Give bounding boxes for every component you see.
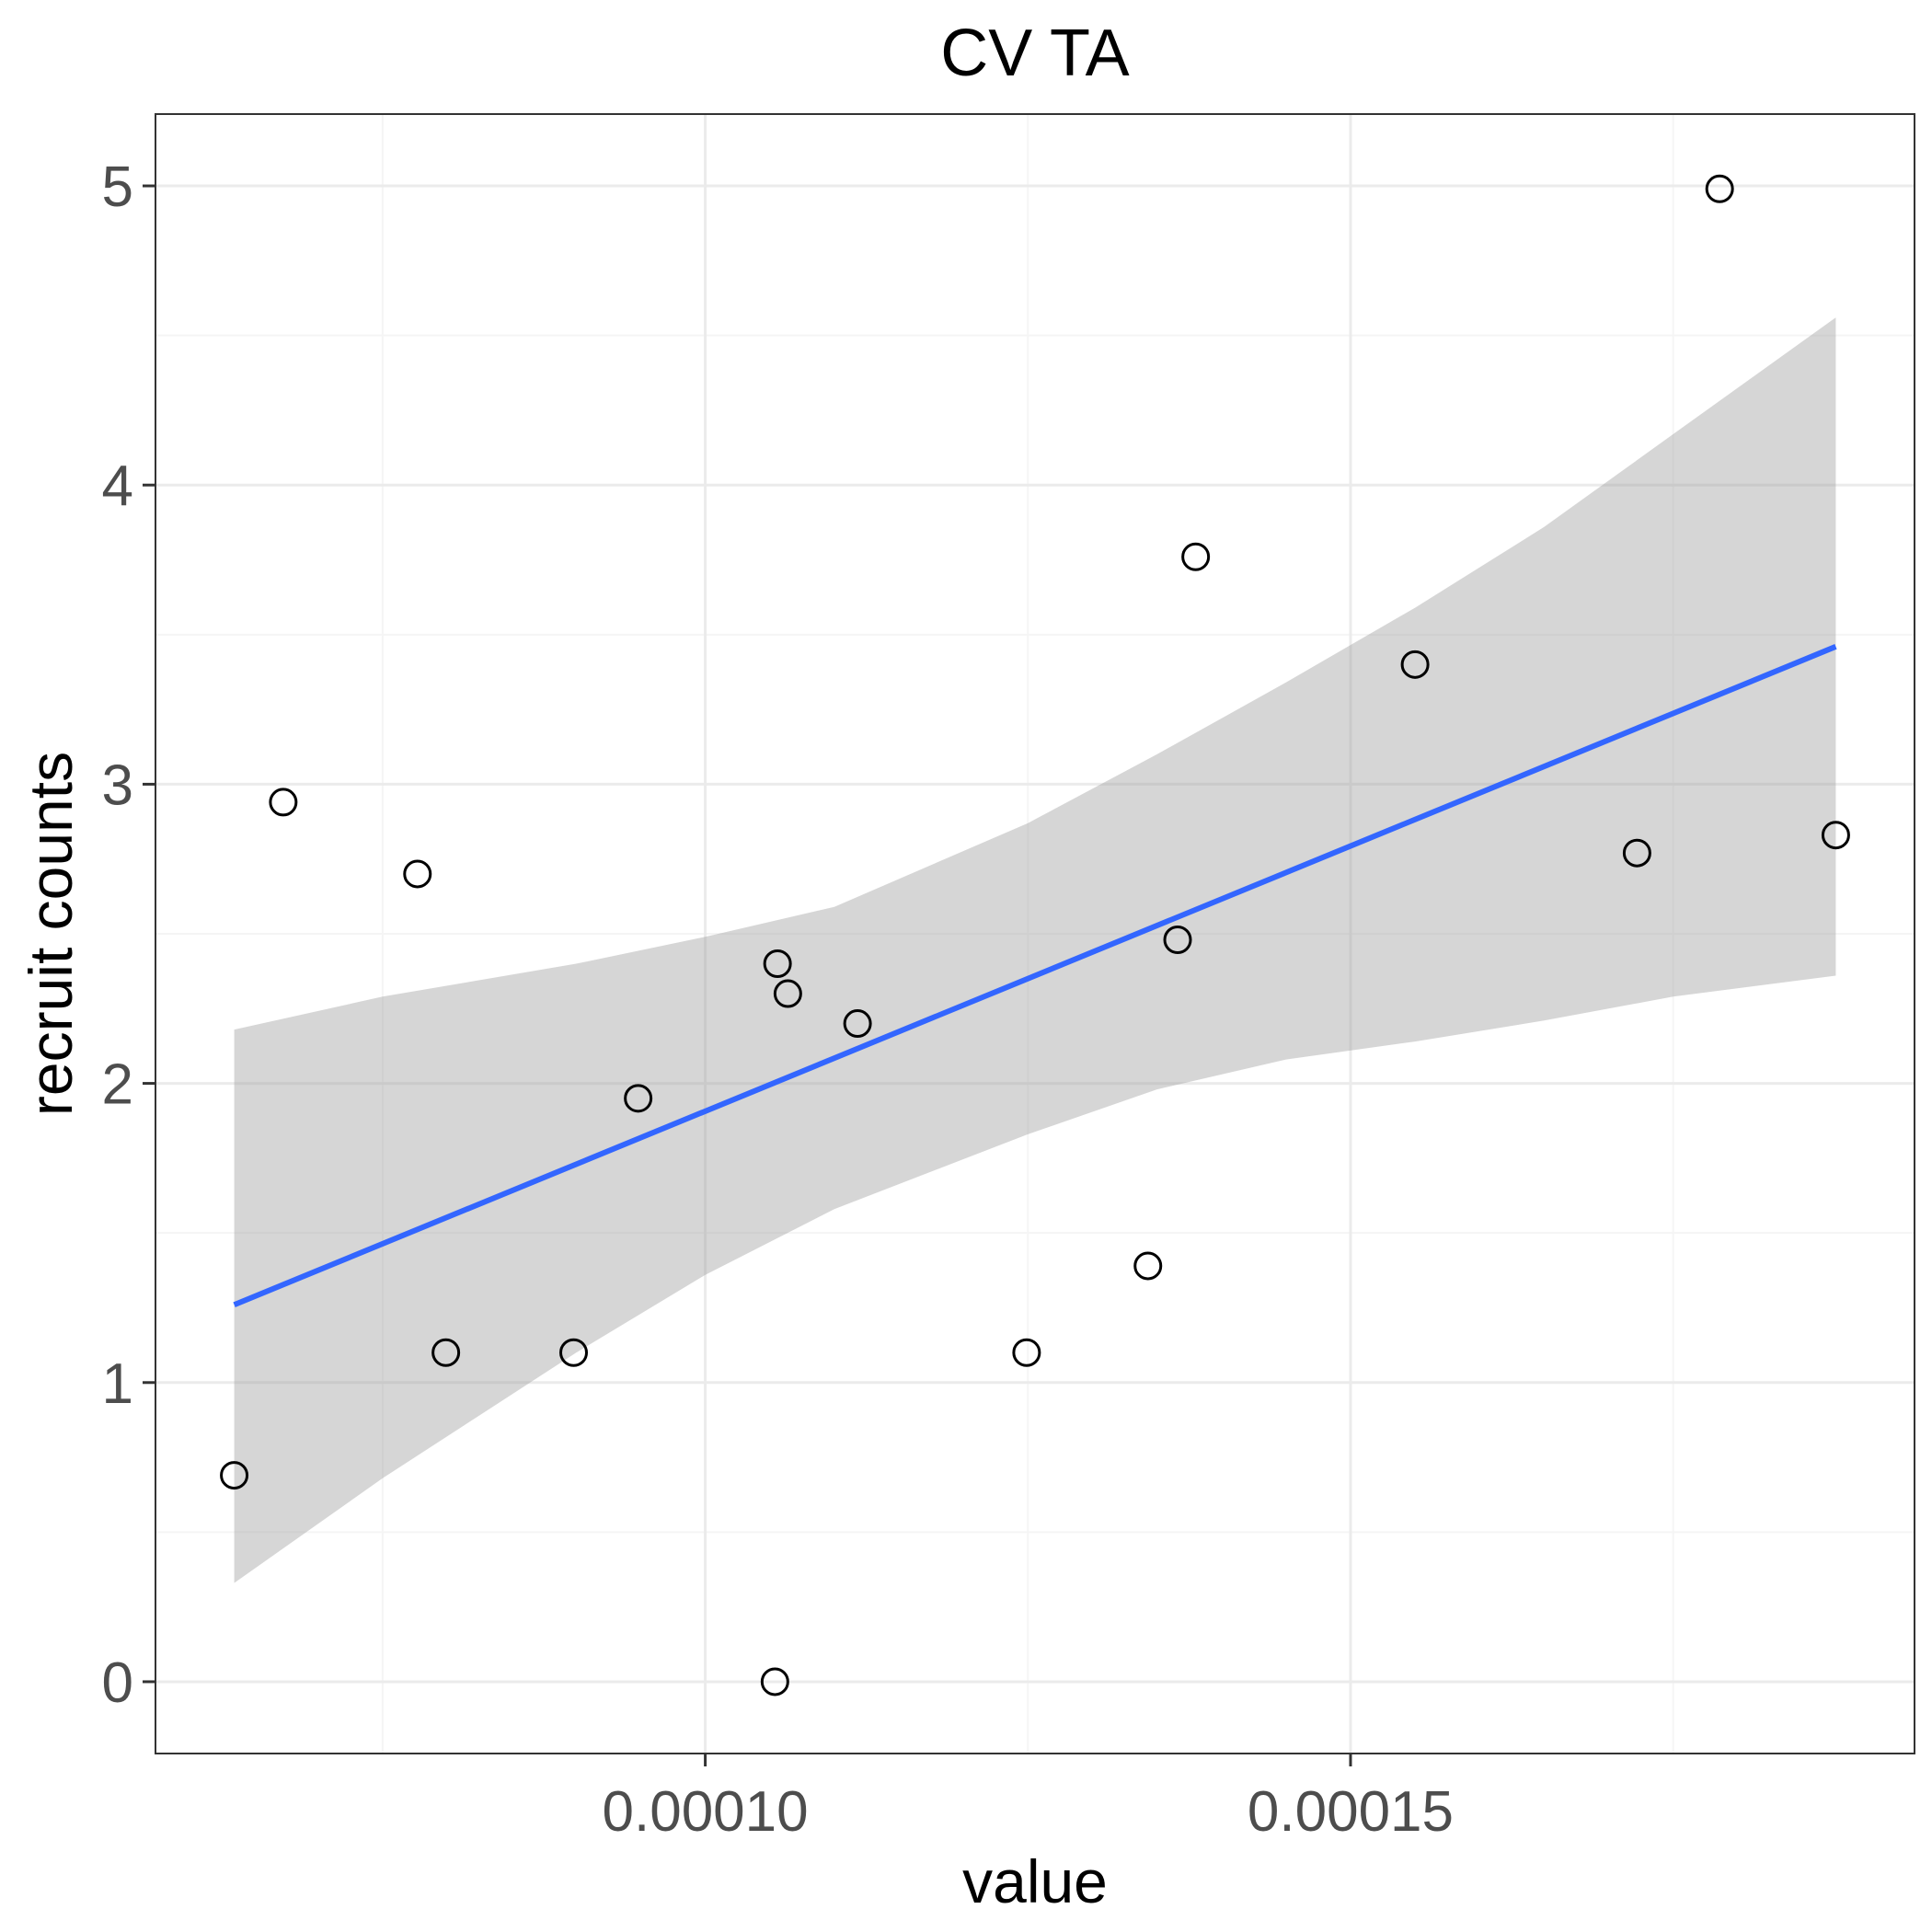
data-point-11 (1133, 1251, 1163, 1281)
y-tick-label-5: 5 (102, 155, 133, 219)
data-point-4 (559, 1338, 589, 1367)
data-point-14 (1400, 650, 1430, 679)
data-point-2 (403, 859, 432, 889)
x-tick-label-0: 0.00010 (603, 1780, 809, 1844)
confidence-band (234, 317, 1836, 1583)
y-tick-label-0: 0 (102, 1651, 133, 1715)
data-point-3 (431, 1338, 461, 1367)
data-point-0 (220, 1461, 249, 1490)
data-point-7 (763, 949, 792, 979)
trend-line (233, 644, 1837, 1308)
data-point-8 (773, 979, 802, 1008)
y-axis-title: recruit counts (17, 752, 85, 1116)
confidence-band-layer (234, 317, 1836, 1583)
data-point-9 (843, 1009, 872, 1039)
y-tick-label-3: 3 (102, 753, 133, 817)
data-point-6 (760, 1667, 789, 1696)
data-point-17 (1821, 821, 1850, 850)
data-point-5 (624, 1084, 653, 1113)
data-point-16 (1705, 174, 1734, 203)
data-point-1 (269, 788, 298, 817)
data-point-10 (1012, 1338, 1041, 1367)
data-point-13 (1181, 542, 1211, 571)
data-point-12 (1163, 926, 1192, 955)
y-tick-label-4: 4 (102, 454, 133, 518)
y-axis-ticks: 0 1 2 3 4 5 (102, 155, 155, 1715)
y-tick-label-2: 2 (102, 1053, 133, 1117)
data-points-layer (220, 174, 1850, 1696)
x-axis-ticks: 0.00010 0.00015 (603, 1754, 1454, 1844)
trend-line-layer (233, 644, 1837, 1308)
x-tick-label-1: 0.00015 (1248, 1780, 1454, 1844)
minor-gridlines (155, 114, 1915, 1754)
x-axis-title: value (962, 1847, 1108, 1915)
y-tick-label-1: 1 (102, 1352, 133, 1416)
chart-title: CV TA (940, 17, 1129, 90)
data-point-15 (1622, 838, 1651, 868)
major-gridlines (155, 114, 1915, 1754)
plot-panel-border (155, 113, 1915, 1754)
